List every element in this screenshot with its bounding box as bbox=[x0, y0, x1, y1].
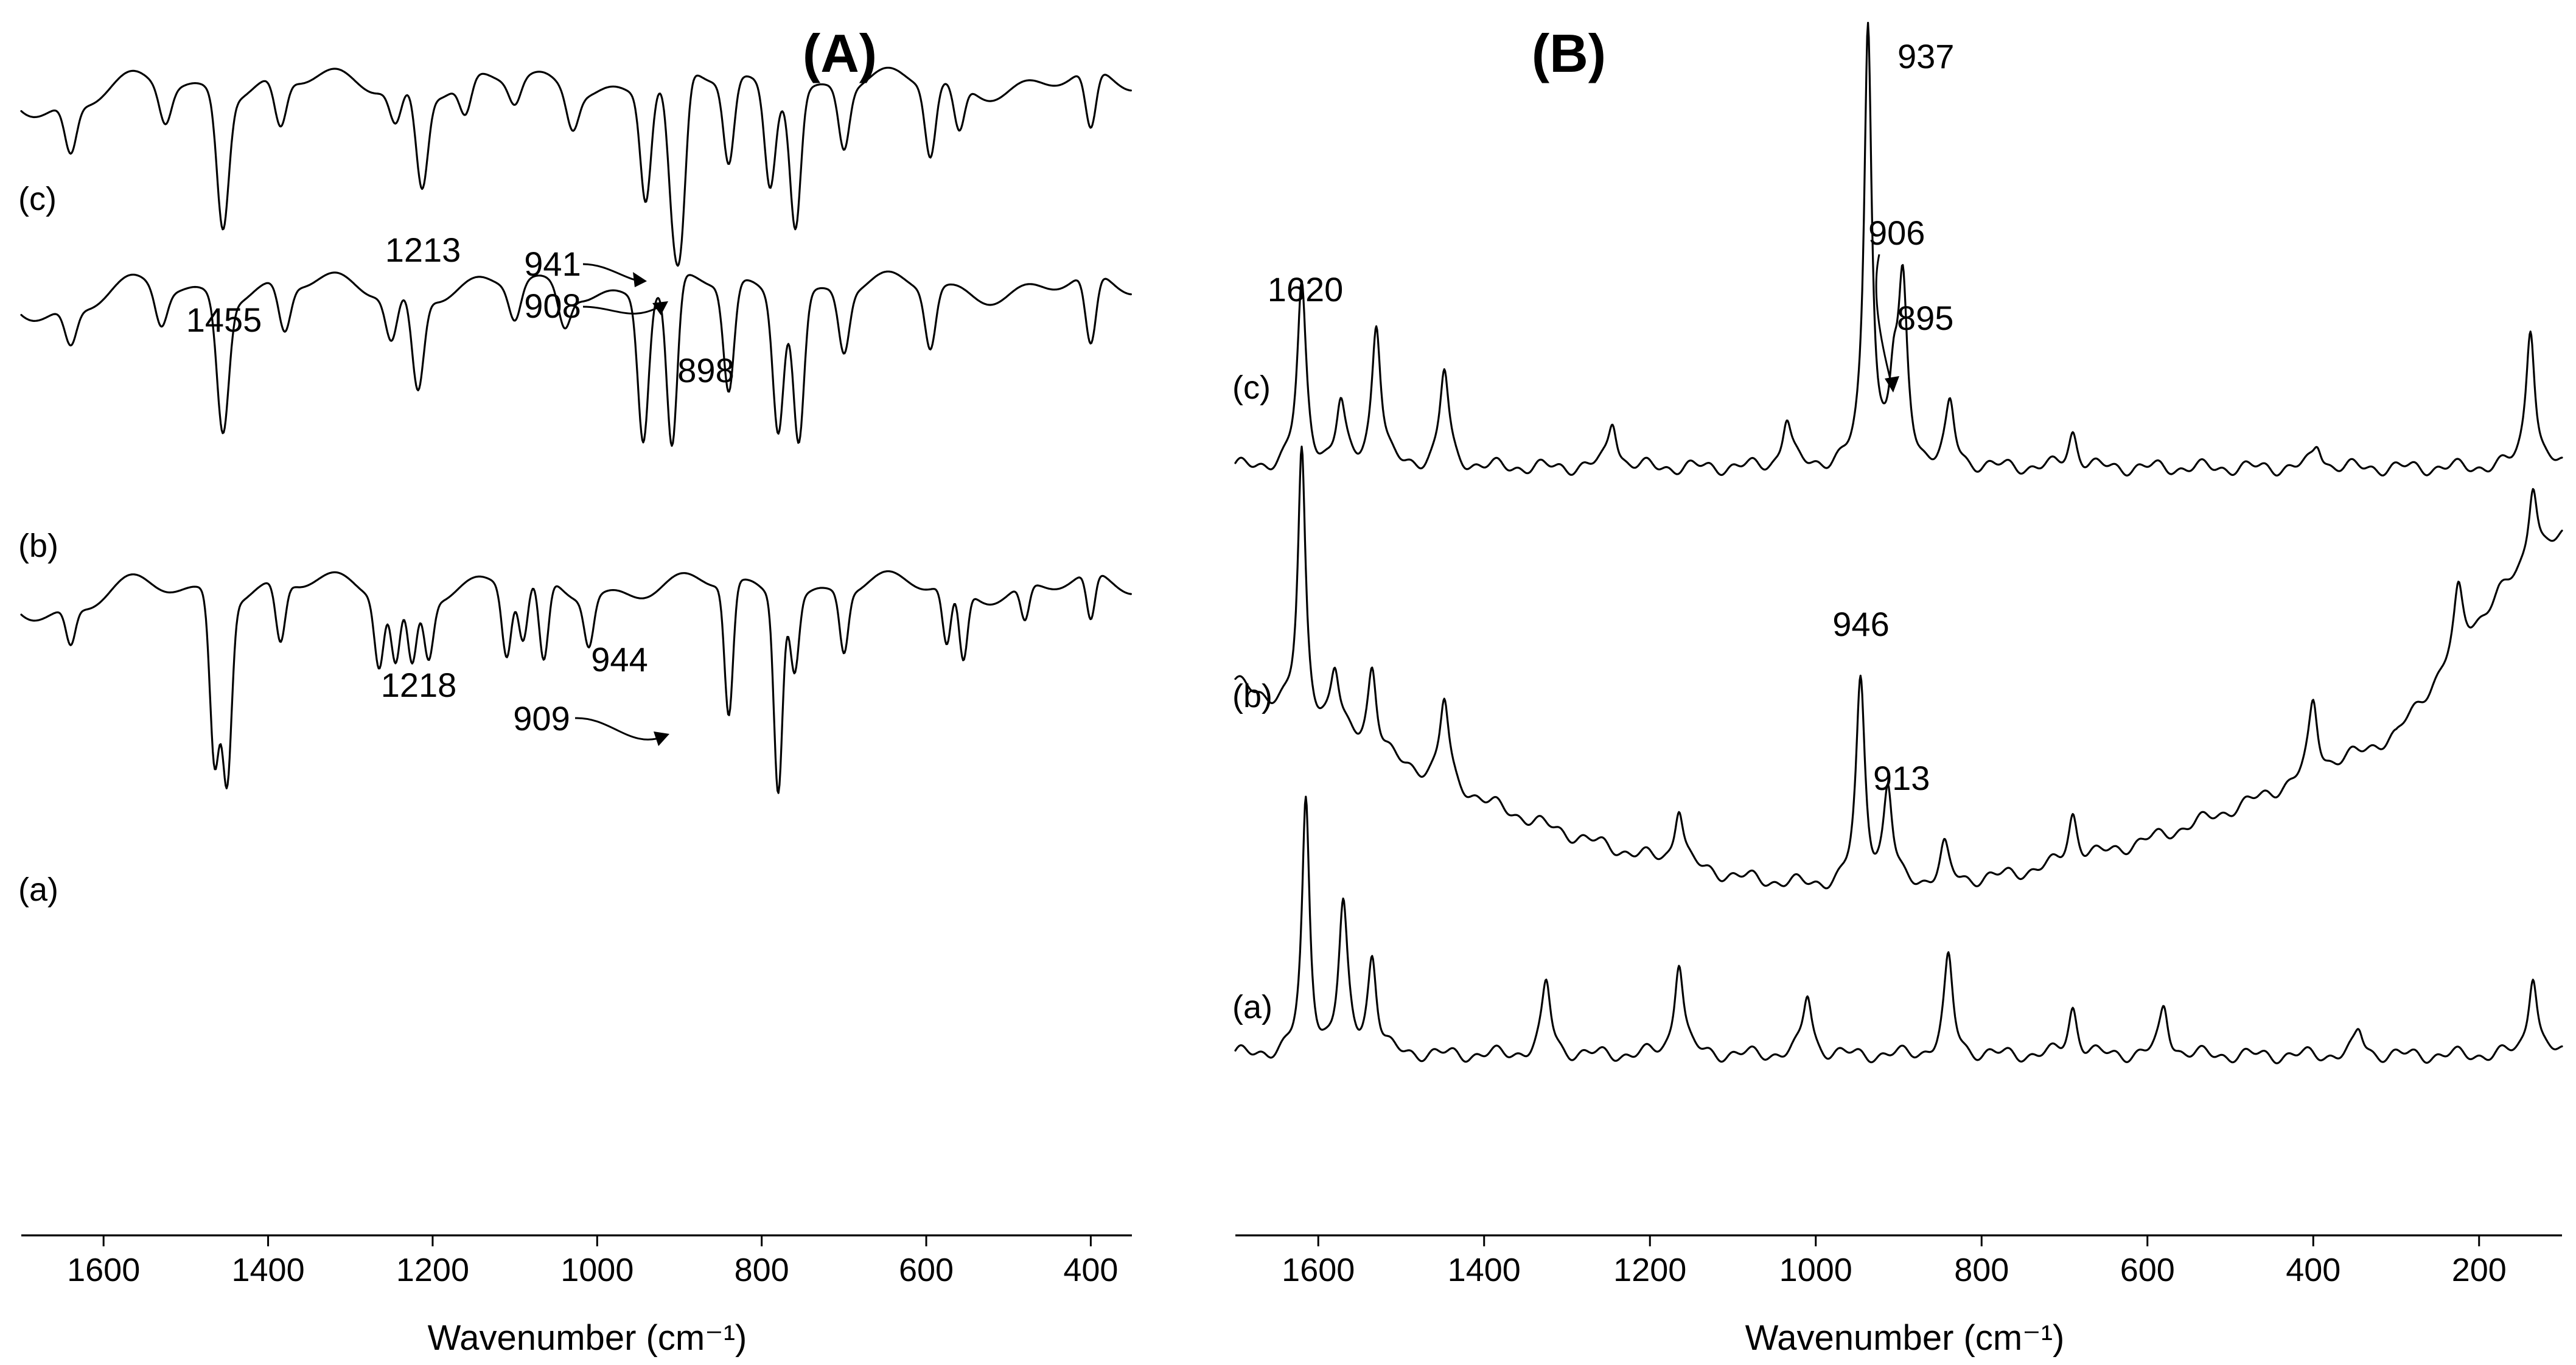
arrow-908-head bbox=[652, 301, 668, 315]
ir-trace-b bbox=[20, 270, 1132, 447]
raman-trace-b bbox=[1234, 445, 2563, 890]
panel-a-title: (A) bbox=[803, 23, 877, 83]
raman-trace-a bbox=[1234, 795, 2563, 1064]
peak-label-944: 944 bbox=[591, 640, 647, 679]
panel-a-tick-label-1200: 1200 bbox=[396, 1252, 469, 1288]
panel-b-tick-label-600: 600 bbox=[2120, 1252, 2175, 1288]
panel-b-tick-label-1600: 1600 bbox=[1282, 1252, 1355, 1288]
arrow-941-head bbox=[633, 272, 647, 287]
panel-b-tick-label-1400: 1400 bbox=[1448, 1252, 1521, 1288]
panel-a-tick-label-1000: 1000 bbox=[560, 1252, 634, 1288]
peak-label-895: 895 bbox=[1897, 299, 1953, 337]
peak-label-937: 937 bbox=[1897, 37, 1954, 75]
arrow-909 bbox=[574, 717, 665, 741]
raman-trace-b-label: (b) bbox=[1232, 678, 1272, 714]
peak-label-906: 906 bbox=[1868, 214, 1925, 252]
panel-a-ir-spectra: (A) 1600 1400 1200 1000 800 600 400 Wavenumber… bbox=[18, 23, 1132, 1358]
peak-label-946: 946 bbox=[1832, 605, 1889, 643]
arrow-906 bbox=[1875, 254, 1893, 384]
panel-b-x-ticks: 1600 1400 1200 1000 800 600 400 200 bbox=[1282, 1235, 2507, 1288]
ir-trace-a-label: (a) bbox=[18, 871, 58, 908]
panel-b-tick-label-1000: 1000 bbox=[1779, 1252, 1852, 1288]
peak-label-1620: 1620 bbox=[1268, 270, 1344, 309]
peak-label-1455: 1455 bbox=[186, 301, 262, 339]
panel-b-x-axis-label: Wavenumber (cm⁻¹) bbox=[1745, 1318, 2065, 1358]
peak-label-898: 898 bbox=[677, 351, 734, 389]
raman-trace-c-label: (c) bbox=[1232, 369, 1271, 406]
raman-trace-c bbox=[1234, 21, 2563, 477]
panel-a-tick-label-1600: 1600 bbox=[67, 1252, 140, 1288]
peak-label-909: 909 bbox=[513, 699, 570, 738]
peak-label-1213: 1213 bbox=[385, 231, 461, 269]
panel-b-tick-label-400: 400 bbox=[2286, 1252, 2340, 1288]
raman-trace-a-label: (a) bbox=[1232, 989, 1272, 1025]
ir-trace-c bbox=[20, 66, 1132, 267]
ir-trace-c-label: (c) bbox=[18, 181, 57, 217]
panel-a-tick-label-800: 800 bbox=[735, 1252, 789, 1288]
panel-b-tick-label-800: 800 bbox=[1954, 1252, 2009, 1288]
ir-trace-b-label: (b) bbox=[18, 528, 58, 564]
panel-a-x-axis-label: Wavenumber (cm⁻¹) bbox=[428, 1318, 747, 1358]
peak-label-908: 908 bbox=[524, 287, 581, 325]
panel-a-tick-label-400: 400 bbox=[1063, 1252, 1118, 1288]
panel-b-tick-label-1200: 1200 bbox=[1613, 1252, 1686, 1288]
arrow-909-head bbox=[654, 731, 669, 746]
arrow-906-head bbox=[1885, 376, 1899, 393]
panel-a-x-ticks: 1600 1400 1200 1000 800 600 400 bbox=[67, 1235, 1118, 1288]
peak-label-913: 913 bbox=[1873, 759, 1930, 797]
panel-a-tick-label-1400: 1400 bbox=[231, 1252, 304, 1288]
peak-label-941: 941 bbox=[524, 245, 581, 283]
panel-b-tick-label-200: 200 bbox=[2452, 1252, 2507, 1288]
panel-b-title: (B) bbox=[1532, 23, 1606, 83]
peak-label-1218: 1218 bbox=[381, 666, 457, 704]
ir-trace-a bbox=[20, 570, 1132, 794]
panel-b-raman-spectra: (B) 1600 1400 1200 1000 800 600 400 200 Wavenum… bbox=[1232, 21, 2563, 1358]
panel-a-tick-label-600: 600 bbox=[899, 1252, 954, 1288]
arrow-908 bbox=[582, 303, 664, 315]
